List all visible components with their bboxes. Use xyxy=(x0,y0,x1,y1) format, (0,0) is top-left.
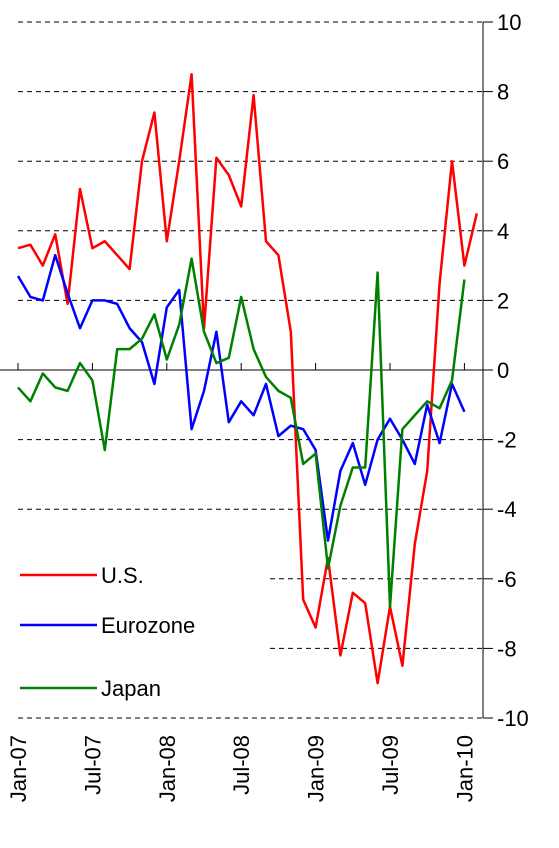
x-tick-label: Jan-07 xyxy=(6,735,31,802)
legend-label: U.S. xyxy=(101,563,144,588)
x-tick-label: Jul-09 xyxy=(378,735,403,795)
y-tick-label: 6 xyxy=(497,149,509,174)
y-tick-label: 4 xyxy=(497,219,509,244)
line-series xyxy=(17,257,466,608)
y-tick-label: -10 xyxy=(497,706,529,731)
y-tick-label: -4 xyxy=(497,497,517,522)
y-tick-label: 0 xyxy=(497,358,509,383)
line-series xyxy=(16,253,466,542)
legend-box xyxy=(0,545,270,710)
y-tick-label: -8 xyxy=(497,636,517,661)
x-tick-label: Jul-07 xyxy=(80,735,105,795)
legend-label: Japan xyxy=(101,676,161,701)
y-tick-label: 2 xyxy=(497,288,509,313)
x-tick-label: Jan-08 xyxy=(155,735,180,802)
x-tick-label: Jan-09 xyxy=(304,735,329,802)
line-series xyxy=(17,72,479,685)
x-tick-label: Jan-10 xyxy=(452,735,477,802)
y-tick-label: 8 xyxy=(497,80,509,105)
y-tick-label: -2 xyxy=(497,428,517,453)
y-tick-label: -6 xyxy=(497,567,517,592)
legend-label: Eurozone xyxy=(101,613,195,638)
y-tick-label: 10 xyxy=(497,10,521,35)
x-tick-label: Jul-08 xyxy=(229,735,254,795)
